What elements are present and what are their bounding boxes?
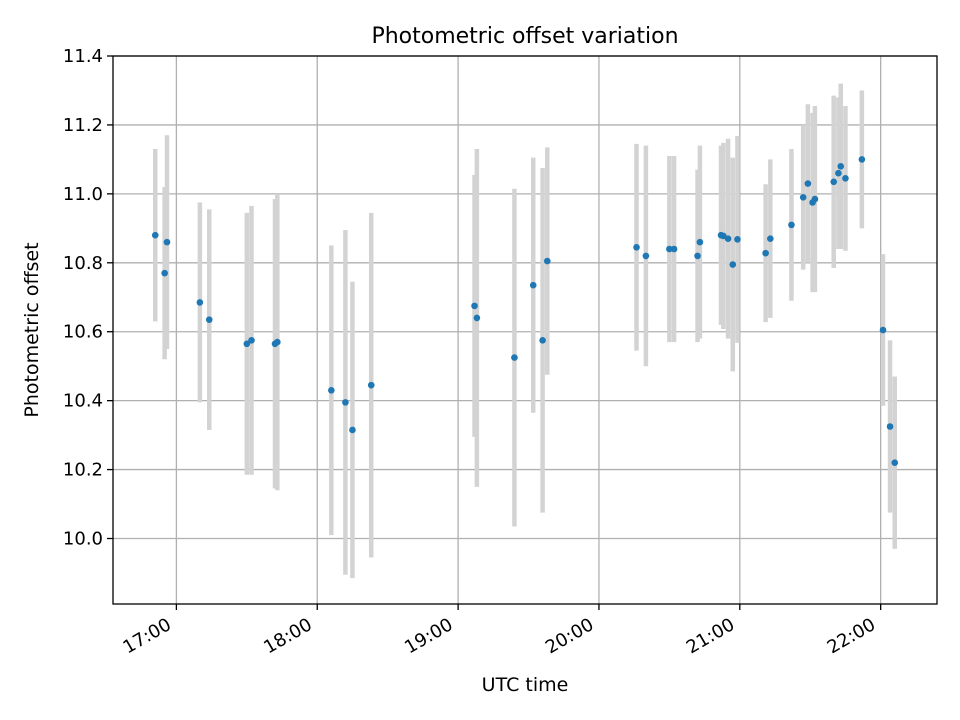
- data-point: [666, 245, 673, 253]
- data-point: [729, 261, 737, 268]
- data-point: [539, 337, 546, 344]
- data-point: [804, 180, 812, 187]
- data-point: [879, 326, 887, 334]
- y-tick-label: 10.2: [63, 460, 103, 481]
- data-point: [243, 340, 251, 348]
- data-point: [734, 236, 741, 243]
- data-point: [811, 195, 819, 203]
- data-point: [349, 426, 356, 434]
- data-point: [767, 235, 774, 242]
- plot-frame: [112, 55, 938, 605]
- data-point: [858, 156, 866, 163]
- data-point: [471, 302, 478, 310]
- y-tick-label: 11.4: [63, 46, 103, 67]
- data-point: [724, 235, 732, 242]
- data-point: [205, 316, 213, 323]
- data-point: [670, 245, 678, 253]
- y-tick-label: 10.6: [63, 322, 103, 343]
- data-point: [161, 269, 168, 277]
- data-point: [886, 423, 894, 430]
- data-point: [835, 169, 842, 177]
- data-point: [544, 257, 551, 265]
- data-point: [694, 252, 701, 260]
- chart-title: Photometric offset variation: [371, 24, 678, 49]
- data-point: [762, 249, 769, 257]
- y-axis-label: Photometric offset: [21, 242, 43, 417]
- data-point: [196, 299, 204, 306]
- y-tick-label: 10.4: [63, 391, 103, 412]
- data-point: [891, 459, 899, 466]
- data-point: [842, 175, 849, 182]
- data-points: [151, 156, 899, 466]
- y-tick-label: 10.8: [63, 253, 103, 274]
- data-point: [342, 399, 349, 406]
- data-point: [642, 252, 650, 260]
- data-point: [633, 243, 640, 251]
- data-point: [328, 387, 335, 394]
- data-point: [367, 381, 375, 389]
- y-tick-label: 11.0: [63, 184, 103, 205]
- data-point: [830, 178, 838, 186]
- data-point: [788, 221, 795, 229]
- data-point: [248, 337, 255, 344]
- data-point: [799, 194, 807, 201]
- data-point: [837, 162, 845, 170]
- data-point: [696, 238, 704, 246]
- y-tick-label: 11.2: [63, 115, 103, 136]
- x-axis-label: UTC time: [482, 674, 569, 696]
- data-point: [473, 314, 481, 322]
- data-point: [151, 231, 159, 239]
- data-point: [529, 281, 537, 289]
- y-tick-label: 10.0: [63, 529, 103, 550]
- y-ticks: 10.0 10.2 10.4 10.6 10.8 11.0 11.2 11.4: [63, 46, 113, 550]
- data-point: [274, 338, 281, 346]
- data-point: [511, 354, 518, 361]
- data-point: [163, 238, 171, 246]
